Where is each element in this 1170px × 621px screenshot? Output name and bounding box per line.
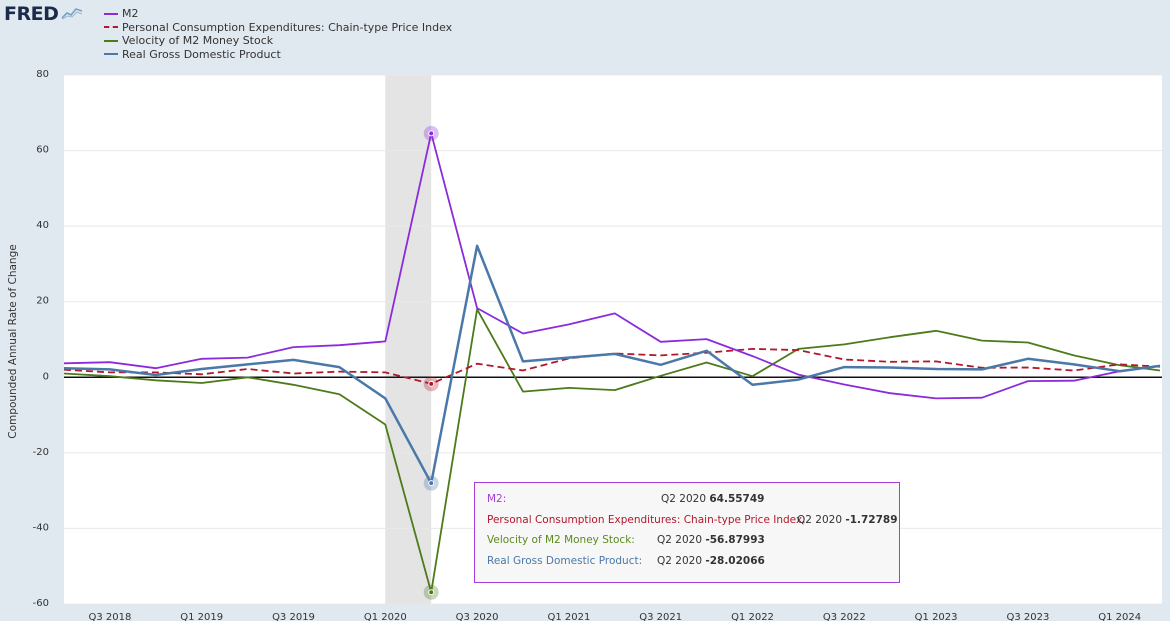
legend-label: Real Gross Domestic Product	[122, 47, 281, 61]
y-axis-label: Compounded Annual Rate of Change	[7, 244, 19, 438]
tooltip-row: Personal Consumption Expenditures: Chain…	[475, 514, 899, 535]
tooltip-series-label: M2:	[487, 493, 507, 505]
y-tick-label: 80	[36, 69, 49, 80]
series-line-0	[63, 132, 1161, 400]
legend-item[interactable]: M2	[104, 7, 452, 21]
x-tick-label: Q3 2018	[88, 612, 131, 621]
legend-swatch	[104, 26, 118, 29]
fred-logo[interactable]: FRED	[4, 3, 83, 25]
legend-swatch	[104, 53, 118, 56]
trend-chart-icon	[61, 3, 83, 25]
legend-label: M2	[122, 7, 139, 21]
tooltip-number: -1.72789	[845, 513, 898, 526]
tooltip-number: -28.02066	[705, 554, 765, 567]
y-tick-label: -60	[33, 598, 49, 609]
tooltip-date: Q2 2020	[797, 513, 846, 526]
x-tick-label: Q3 2019	[272, 612, 315, 621]
x-tick-label: Q3 2021	[639, 612, 682, 621]
tooltip-series-label: Velocity of M2 Money Stock:	[487, 534, 635, 546]
legend-label: Personal Consumption Expenditures: Chain…	[122, 20, 453, 34]
x-tick-label: Q1 2023	[915, 612, 958, 621]
y-tick-label: 20	[36, 296, 49, 307]
highlight-point-2	[428, 589, 435, 596]
tooltip-row: Velocity of M2 Money Stock: Q2 2020 -56.8…	[475, 534, 899, 555]
legend-item[interactable]: Velocity of M2 Money Stock	[104, 34, 452, 48]
tooltip-number: 64.55749	[709, 493, 765, 505]
series-line-3	[63, 244, 1161, 485]
x-tick-label: Q1 2019	[180, 612, 223, 621]
tooltip-row: Real Gross Domestic Product: Q2 2020 -28.…	[475, 555, 899, 576]
tooltip-date: Q2 2020	[661, 493, 710, 505]
y-tick-label: 40	[36, 220, 49, 231]
tooltip-series-label: Personal Consumption Expenditures: Chain…	[487, 513, 806, 526]
fred-logo-text: FRED	[4, 3, 59, 25]
legend-swatch	[104, 39, 118, 42]
y-tick-label: -40	[33, 522, 49, 533]
highlight-point-3	[428, 480, 435, 487]
tooltip-row: M2: Q2 2020 64.55749	[475, 493, 899, 514]
highlight-point-1	[428, 380, 435, 387]
legend-item[interactable]: Personal Consumption Expenditures: Chain…	[104, 21, 452, 35]
legend-label: Velocity of M2 Money Stock	[122, 34, 274, 48]
legend-swatch	[104, 12, 118, 15]
y-tick-label: 0	[43, 371, 49, 382]
highlight-point-0	[428, 130, 435, 137]
x-tick-label: Q1 2024	[1098, 612, 1141, 621]
y-tick-label: -20	[33, 447, 49, 458]
tooltip-number: -56.87993	[705, 534, 765, 546]
tooltip-series-label: Real Gross Domestic Product:	[487, 554, 643, 567]
y-tick-label: 60	[36, 145, 49, 156]
tooltip-date: Q2 2020	[657, 534, 706, 546]
x-tick-label: Q1 2020	[364, 612, 407, 621]
tooltip-value: Q2 2020 -1.72789	[797, 514, 898, 526]
legend-item[interactable]: Real Gross Domestic Product	[104, 48, 452, 62]
recession-shading	[385, 75, 432, 604]
x-tick-label: Q3 2023	[1006, 612, 1049, 621]
tooltip-value: Q2 2020 64.55749	[661, 493, 764, 505]
x-tick-label: Q1 2021	[547, 612, 590, 621]
tooltip-value: Q2 2020 -28.02066	[657, 555, 765, 567]
chart-legend: M2 Personal Consumption Expenditures: Cha…	[104, 7, 452, 61]
series-line-2	[63, 308, 1161, 594]
series-line-1	[63, 347, 1161, 385]
x-tick-label: Q1 2022	[731, 612, 774, 621]
x-tick-label: Q3 2020	[456, 612, 499, 621]
tooltip-date: Q2 2020	[657, 554, 706, 567]
x-tick-label: Q3 2022	[823, 612, 866, 621]
data-tooltip: M2: Q2 2020 64.55749 Personal Consumption …	[474, 482, 900, 583]
tooltip-value: Q2 2020 -56.87993	[657, 534, 765, 546]
